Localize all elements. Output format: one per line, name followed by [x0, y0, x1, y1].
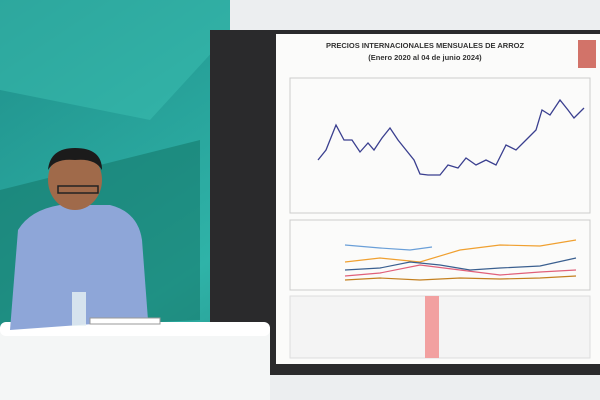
- series-line: [344, 264, 577, 277]
- water-glass: [72, 292, 86, 326]
- data-table: [289, 295, 591, 359]
- person-hair: [48, 148, 102, 170]
- screen-subtitle: (Enero 2020 al 04 de junio 2024): [368, 53, 482, 62]
- series-line: [344, 257, 577, 271]
- papers: [89, 317, 161, 325]
- series-line: [344, 239, 577, 263]
- highlight-column: [425, 296, 439, 358]
- series-line: [344, 244, 433, 251]
- person-shirt: [10, 205, 148, 330]
- series-line: [344, 275, 577, 281]
- desk: [0, 330, 270, 400]
- logo: [578, 40, 596, 68]
- price-line: [317, 98, 585, 176]
- chart-frame: [289, 219, 591, 291]
- glasses: [57, 185, 99, 194]
- person-face: [48, 150, 102, 210]
- screen-title: PRECIOS INTERNACIONALES MENSUALES DE ARR…: [326, 41, 524, 50]
- chart-frame: [289, 77, 591, 214]
- light-panel: [0, 0, 260, 120]
